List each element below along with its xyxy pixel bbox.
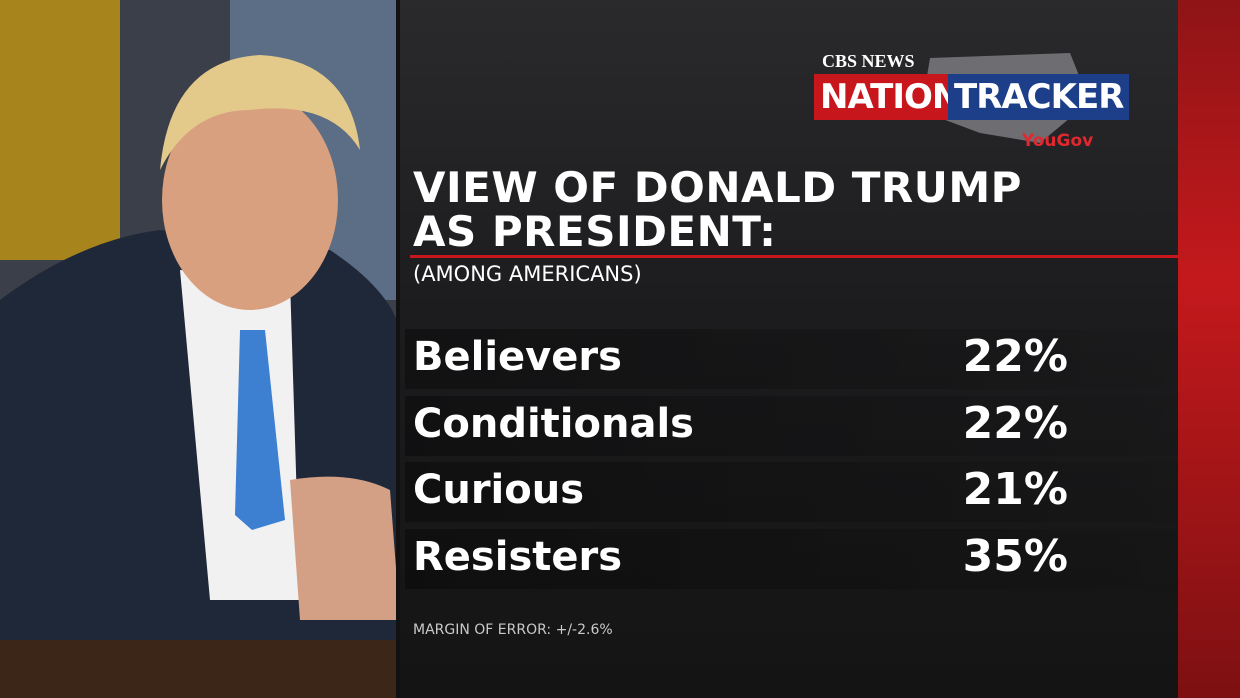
photo [0, 0, 400, 698]
title-line: AS PRESIDENT: [413, 207, 777, 256]
title-line: VIEW OF DONALD TRUMP [413, 163, 1022, 212]
subtitle: (AMONG AMERICANS) [413, 262, 642, 286]
row-label: Curious [413, 467, 585, 513]
row-value: 21% [962, 464, 1068, 515]
row-band [405, 462, 1178, 522]
network-logo: CBS NEWS [822, 51, 915, 71]
row-value: 35% [962, 530, 1068, 582]
side-strip [1178, 0, 1240, 698]
row-band [405, 528, 1178, 589]
brand-right: TRACKER [948, 74, 1130, 120]
row-value: 22% [962, 397, 1068, 449]
brand-left: NATION [814, 74, 966, 120]
footnote: MARGIN OF ERROR: +/-2.6% [413, 622, 613, 638]
row-band [405, 329, 1178, 389]
partner-logo: YouGov [1022, 131, 1094, 151]
row-value: 22% [962, 331, 1068, 382]
title-rule [410, 255, 1178, 258]
row-label: Resisters [413, 533, 623, 580]
row-label: Believers [413, 334, 622, 380]
divider [396, 0, 400, 698]
row-label: Conditionals [413, 400, 694, 447]
row-band [405, 395, 1178, 456]
